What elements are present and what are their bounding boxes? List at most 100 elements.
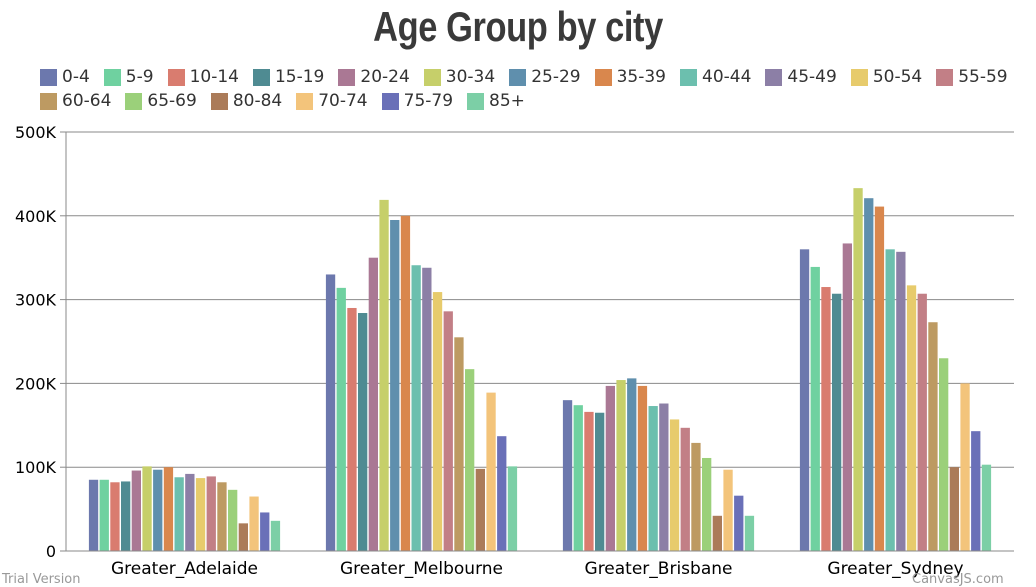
bar — [648, 406, 658, 551]
legend-swatch — [40, 92, 57, 110]
legend-label: 15-19 — [274, 67, 325, 87]
legend-item[interactable]: 5-9 — [103, 66, 154, 88]
legend-item[interactable]: 55-59 — [936, 66, 1008, 88]
bar — [174, 477, 184, 551]
bar — [584, 411, 594, 551]
bar — [702, 457, 712, 551]
bar — [605, 385, 615, 551]
bar — [411, 265, 421, 551]
legend-label: 45-49 — [787, 67, 837, 87]
legend-item[interactable]: 70-74 — [296, 90, 368, 112]
legend-label: 85+ — [489, 91, 525, 111]
bar — [853, 188, 863, 551]
bar — [121, 481, 131, 551]
bar — [507, 466, 518, 551]
bar — [260, 512, 270, 551]
y-tick-label: 400K — [15, 207, 57, 226]
bar — [896, 251, 906, 551]
legend-item[interactable]: 80-84 — [210, 90, 283, 112]
legend-item[interactable]: 75-79 — [381, 90, 454, 112]
legend-label: 60-64 — [62, 91, 112, 111]
bar — [981, 464, 992, 551]
trial-watermark: Trial Version — [2, 572, 81, 587]
legend-swatch — [103, 68, 121, 86]
bar — [497, 436, 507, 551]
bar — [659, 403, 669, 551]
bar — [99, 479, 109, 551]
bar — [228, 489, 238, 551]
bar — [475, 468, 485, 551]
bar — [422, 267, 432, 551]
y-tick-label: 300K — [15, 291, 57, 310]
legend-item[interactable]: 15-19 — [252, 66, 325, 88]
legend-swatch — [850, 68, 868, 86]
legend-swatch — [381, 92, 399, 110]
legend-swatch — [252, 68, 270, 86]
bar — [185, 473, 195, 551]
bar — [917, 293, 927, 551]
legend-item[interactable]: 20-24 — [338, 66, 410, 88]
legend-item[interactable]: 60-64 — [40, 90, 111, 112]
legend-label: 50-54 — [872, 67, 923, 87]
bar — [810, 266, 820, 551]
legend-item[interactable]: 45-49 — [765, 66, 837, 88]
bar — [270, 520, 281, 551]
legend-item[interactable]: 25-29 — [509, 66, 581, 88]
chart-legend: 0-4 5-9 10-14 15-19 20-24 30-34 25-29 35-39 40-4… — [40, 66, 1020, 112]
bar — [390, 219, 400, 552]
legend-label: 25-29 — [531, 67, 581, 87]
legend-item[interactable]: 30-34 — [423, 66, 495, 88]
legend-item[interactable]: 65-69 — [125, 90, 197, 112]
legend-swatch — [338, 68, 356, 86]
chart-title: Age Group by city — [373, 3, 663, 50]
legend-item[interactable]: 10-14 — [167, 66, 239, 88]
bar — [400, 215, 411, 552]
legend-swatch — [125, 92, 143, 110]
legend-label: 20-24 — [360, 67, 410, 87]
legend-item[interactable]: 50-54 — [850, 66, 923, 88]
legend-swatch — [167, 68, 185, 86]
bar — [432, 292, 443, 551]
legend-swatch — [296, 92, 314, 110]
bar — [465, 369, 475, 551]
bar — [358, 313, 368, 551]
bar — [443, 311, 453, 551]
bar — [627, 378, 637, 551]
legend-item[interactable]: 85+ — [467, 90, 525, 112]
bar — [680, 427, 690, 551]
credit-link[interactable]: CanvasJS.com — [912, 572, 1004, 587]
x-tick-label: Greater_Brisbane — [585, 559, 733, 579]
legend-label: 0-4 — [62, 67, 90, 87]
bar — [325, 274, 336, 551]
legend-item[interactable]: 40-44 — [680, 66, 751, 88]
legend-label: 80-84 — [232, 91, 283, 111]
bar — [616, 380, 626, 551]
legend-item[interactable]: 35-39 — [594, 66, 666, 88]
bar — [110, 482, 120, 551]
legend-swatch — [680, 68, 697, 86]
bar — [712, 515, 722, 551]
legend-swatch — [423, 68, 441, 86]
bar — [637, 385, 648, 551]
bar — [864, 198, 874, 551]
bar — [723, 469, 733, 551]
bar — [734, 495, 744, 551]
legend-swatch — [509, 68, 527, 86]
legend-swatch — [40, 68, 57, 86]
legend-swatch — [936, 68, 954, 86]
legend-label: 70-74 — [318, 91, 368, 111]
bar — [195, 478, 206, 551]
bar — [939, 358, 949, 551]
bar — [217, 482, 227, 551]
bar — [691, 442, 701, 551]
bar — [336, 287, 346, 551]
legend-label: 75-79 — [403, 91, 454, 111]
bar — [131, 470, 141, 551]
bar — [960, 383, 970, 551]
legend-swatch — [765, 68, 783, 86]
bar — [595, 412, 605, 551]
legend-item[interactable]: 0-4 — [40, 66, 90, 88]
bar — [454, 337, 464, 551]
x-tick-label: Greater_Adelaide — [111, 559, 258, 579]
